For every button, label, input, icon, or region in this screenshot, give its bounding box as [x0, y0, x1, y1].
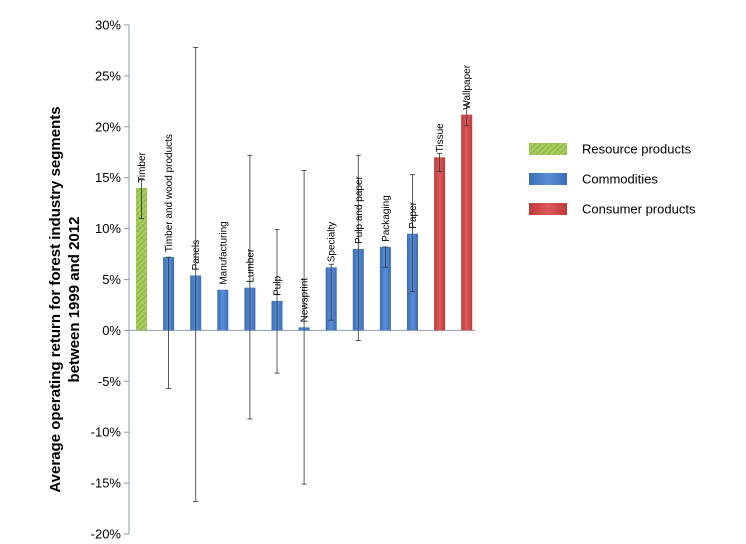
legend: Resource products Commodities Consumer pro…: [529, 142, 696, 217]
y-axis: 30% 25% 20% 15% 10% 5% 0% -5% -10% -15% -20%: [91, 18, 476, 542]
category-label: Packaging: [381, 195, 392, 242]
category-labels: Timber Timber and wood products Panels Manu…: [137, 64, 473, 322]
legend-label: Consumer products: [582, 202, 696, 217]
y-tick-label: -15%: [91, 476, 122, 491]
bar: [461, 114, 473, 331]
legend-item: Consumer products: [529, 202, 696, 217]
bar: [379, 246, 391, 331]
category-label: Wallpaper: [462, 64, 473, 109]
y-tick-label: 5%: [102, 272, 121, 287]
y-tick-label: 30%: [95, 18, 121, 33]
y-tick-label: -10%: [91, 425, 122, 440]
legend-item: Commodities: [529, 172, 658, 187]
legend-label: Commodities: [582, 172, 658, 187]
y-tick-label: 15%: [95, 170, 121, 185]
y-axis-title-line: between 1999 and 2012: [66, 217, 83, 383]
y-tick-label: -5%: [98, 374, 122, 389]
category-label: Paper: [408, 201, 419, 228]
category-label: Specialty: [327, 222, 338, 263]
category-label: Timber: [137, 151, 148, 182]
y-tick-label: 20%: [95, 119, 121, 134]
legend-swatch: [529, 173, 567, 185]
error-bars: [139, 46, 470, 502]
category-label: Manufacturing: [218, 221, 229, 284]
category-label: Timber and wood products: [164, 134, 175, 252]
legend-label: Resource products: [582, 142, 692, 157]
y-tick-label: 25%: [95, 68, 121, 83]
category-label: Newsprint: [300, 278, 311, 323]
category-label: Pulp and paper: [354, 175, 365, 244]
bar: [217, 289, 229, 331]
y-axis-title-line: Average operating return for forest indu…: [47, 106, 64, 492]
category-label: Pulp: [273, 275, 284, 295]
y-tick-label: 10%: [95, 221, 121, 236]
legend-swatch: [529, 143, 567, 155]
category-label: Panels: [191, 240, 202, 271]
bar: [136, 187, 147, 331]
y-tick-label: 0%: [102, 323, 121, 338]
y-tick-label: -20%: [91, 527, 122, 542]
bar: [434, 157, 446, 331]
legend-item: Resource products: [529, 142, 692, 157]
category-label: Tissue: [435, 123, 446, 153]
legend-swatch: [529, 203, 567, 215]
y-axis-title: Average operating return for forest indu…: [47, 106, 83, 492]
category-label: Lumber: [245, 248, 256, 283]
